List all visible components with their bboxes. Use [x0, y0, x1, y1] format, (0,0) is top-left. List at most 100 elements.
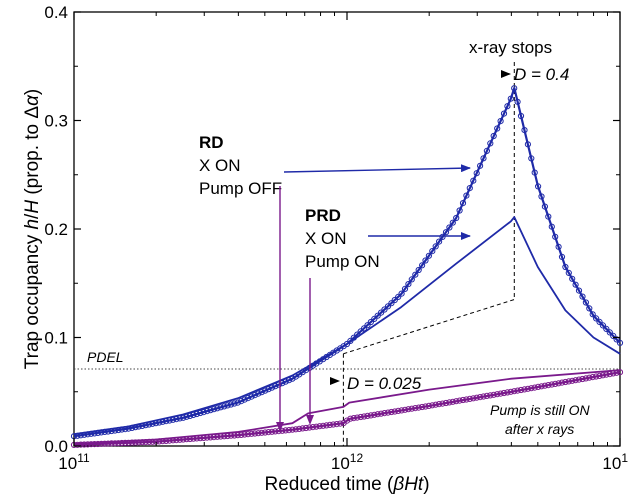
series-marker	[589, 374, 596, 381]
series-marker	[412, 271, 419, 278]
series-marker	[343, 417, 351, 424]
series-marker	[432, 243, 439, 250]
series-marker	[569, 377, 576, 384]
series-marker	[545, 382, 552, 389]
series-marker	[429, 402, 436, 409]
series-marker	[255, 430, 262, 437]
series-marker	[388, 300, 395, 307]
series-marker	[405, 281, 412, 288]
series-marker	[289, 426, 296, 433]
series-marker	[504, 389, 511, 396]
series-marker	[302, 424, 310, 432]
series-marker	[449, 398, 456, 405]
series-marker	[214, 405, 221, 412]
series-marker	[541, 382, 549, 389]
series-1	[73, 216, 621, 435]
series-marker	[74, 441, 81, 448]
series-marker	[589, 311, 596, 318]
x-axis-title: Reduced time (βHt)	[264, 474, 429, 495]
series-marker	[364, 322, 371, 329]
series-marker	[487, 392, 494, 399]
series-marker	[415, 266, 422, 274]
series-marker	[552, 233, 559, 240]
series-marker	[466, 185, 473, 192]
series-marker	[470, 395, 477, 402]
series-marker	[374, 312, 381, 319]
y-tick-label: 0.1	[44, 329, 68, 348]
series-marker	[439, 400, 446, 407]
series-marker	[419, 262, 426, 269]
series-marker	[101, 440, 108, 447]
annot-pump-still-on: Pump is still ON	[490, 402, 590, 418]
series-marker	[586, 305, 593, 312]
x-tick-label: 1012	[331, 451, 364, 473]
series-marker	[299, 425, 306, 432]
series-marker	[367, 318, 374, 326]
series-marker	[320, 422, 327, 429]
series-marker	[378, 309, 385, 316]
series-marker	[456, 397, 463, 404]
series-marker	[350, 415, 357, 422]
series-marker	[105, 440, 112, 447]
annot-pdel: PDEL	[87, 349, 124, 365]
reference-lines	[74, 62, 620, 446]
y-tick-label: 0.4	[44, 3, 68, 22]
series-marker	[545, 213, 552, 220]
series-marker	[306, 424, 313, 431]
series-marker	[422, 257, 429, 264]
series-marker	[111, 440, 119, 447]
arrowhead-d04	[501, 70, 511, 78]
series-marker	[616, 369, 624, 376]
series-marker	[398, 407, 405, 414]
series-marker	[538, 193, 545, 200]
series-marker	[473, 394, 480, 401]
series-marker	[548, 381, 555, 388]
series-marker	[449, 219, 456, 226]
series-marker	[497, 390, 504, 397]
series-marker	[521, 127, 528, 134]
series-marker	[272, 428, 279, 435]
series-marker	[483, 392, 490, 399]
series-marker	[234, 399, 241, 406]
annot-prd-pumpon: Pump ON	[305, 252, 380, 271]
series-marker	[408, 405, 415, 412]
x-tick-label: 101	[602, 451, 628, 473]
x-tick-label: 1011	[58, 451, 90, 473]
series-marker	[309, 424, 316, 431]
series-marker	[282, 427, 289, 434]
series-marker	[596, 372, 603, 379]
series-marker	[378, 410, 385, 417]
series-marker	[562, 263, 569, 271]
series-marker	[371, 315, 378, 322]
series-marker	[541, 203, 549, 210]
series-marker	[258, 429, 265, 436]
series-marker	[330, 421, 337, 428]
series-marker	[221, 403, 228, 410]
series-marker	[265, 386, 272, 393]
series-marker	[210, 406, 217, 413]
series-marker	[579, 293, 586, 300]
series-marker	[483, 147, 490, 154]
arrowhead-d0025	[330, 377, 340, 385]
series-marker	[357, 413, 364, 421]
annot-after-xrays: after x rays	[505, 421, 574, 437]
annot-prd: PRD	[305, 206, 341, 225]
series-marker	[244, 431, 252, 438]
series-marker	[490, 391, 497, 398]
series-marker	[582, 375, 590, 382]
y-axis-title: Trap occupancy h/H (prop. to Δα)	[22, 89, 43, 370]
series-marker	[391, 408, 398, 415]
series-marker	[610, 332, 617, 339]
series-marker	[384, 409, 392, 416]
series-marker	[548, 223, 555, 230]
axis-ticks	[73, 11, 621, 447]
series-marker	[453, 214, 460, 222]
series-marker	[439, 233, 446, 240]
series-marker	[463, 192, 470, 199]
series-marker	[442, 229, 450, 236]
series-marker	[200, 409, 207, 416]
series-marker	[603, 325, 610, 332]
series-marker	[575, 376, 583, 383]
series-marker	[575, 287, 583, 294]
series-marker	[497, 118, 504, 125]
